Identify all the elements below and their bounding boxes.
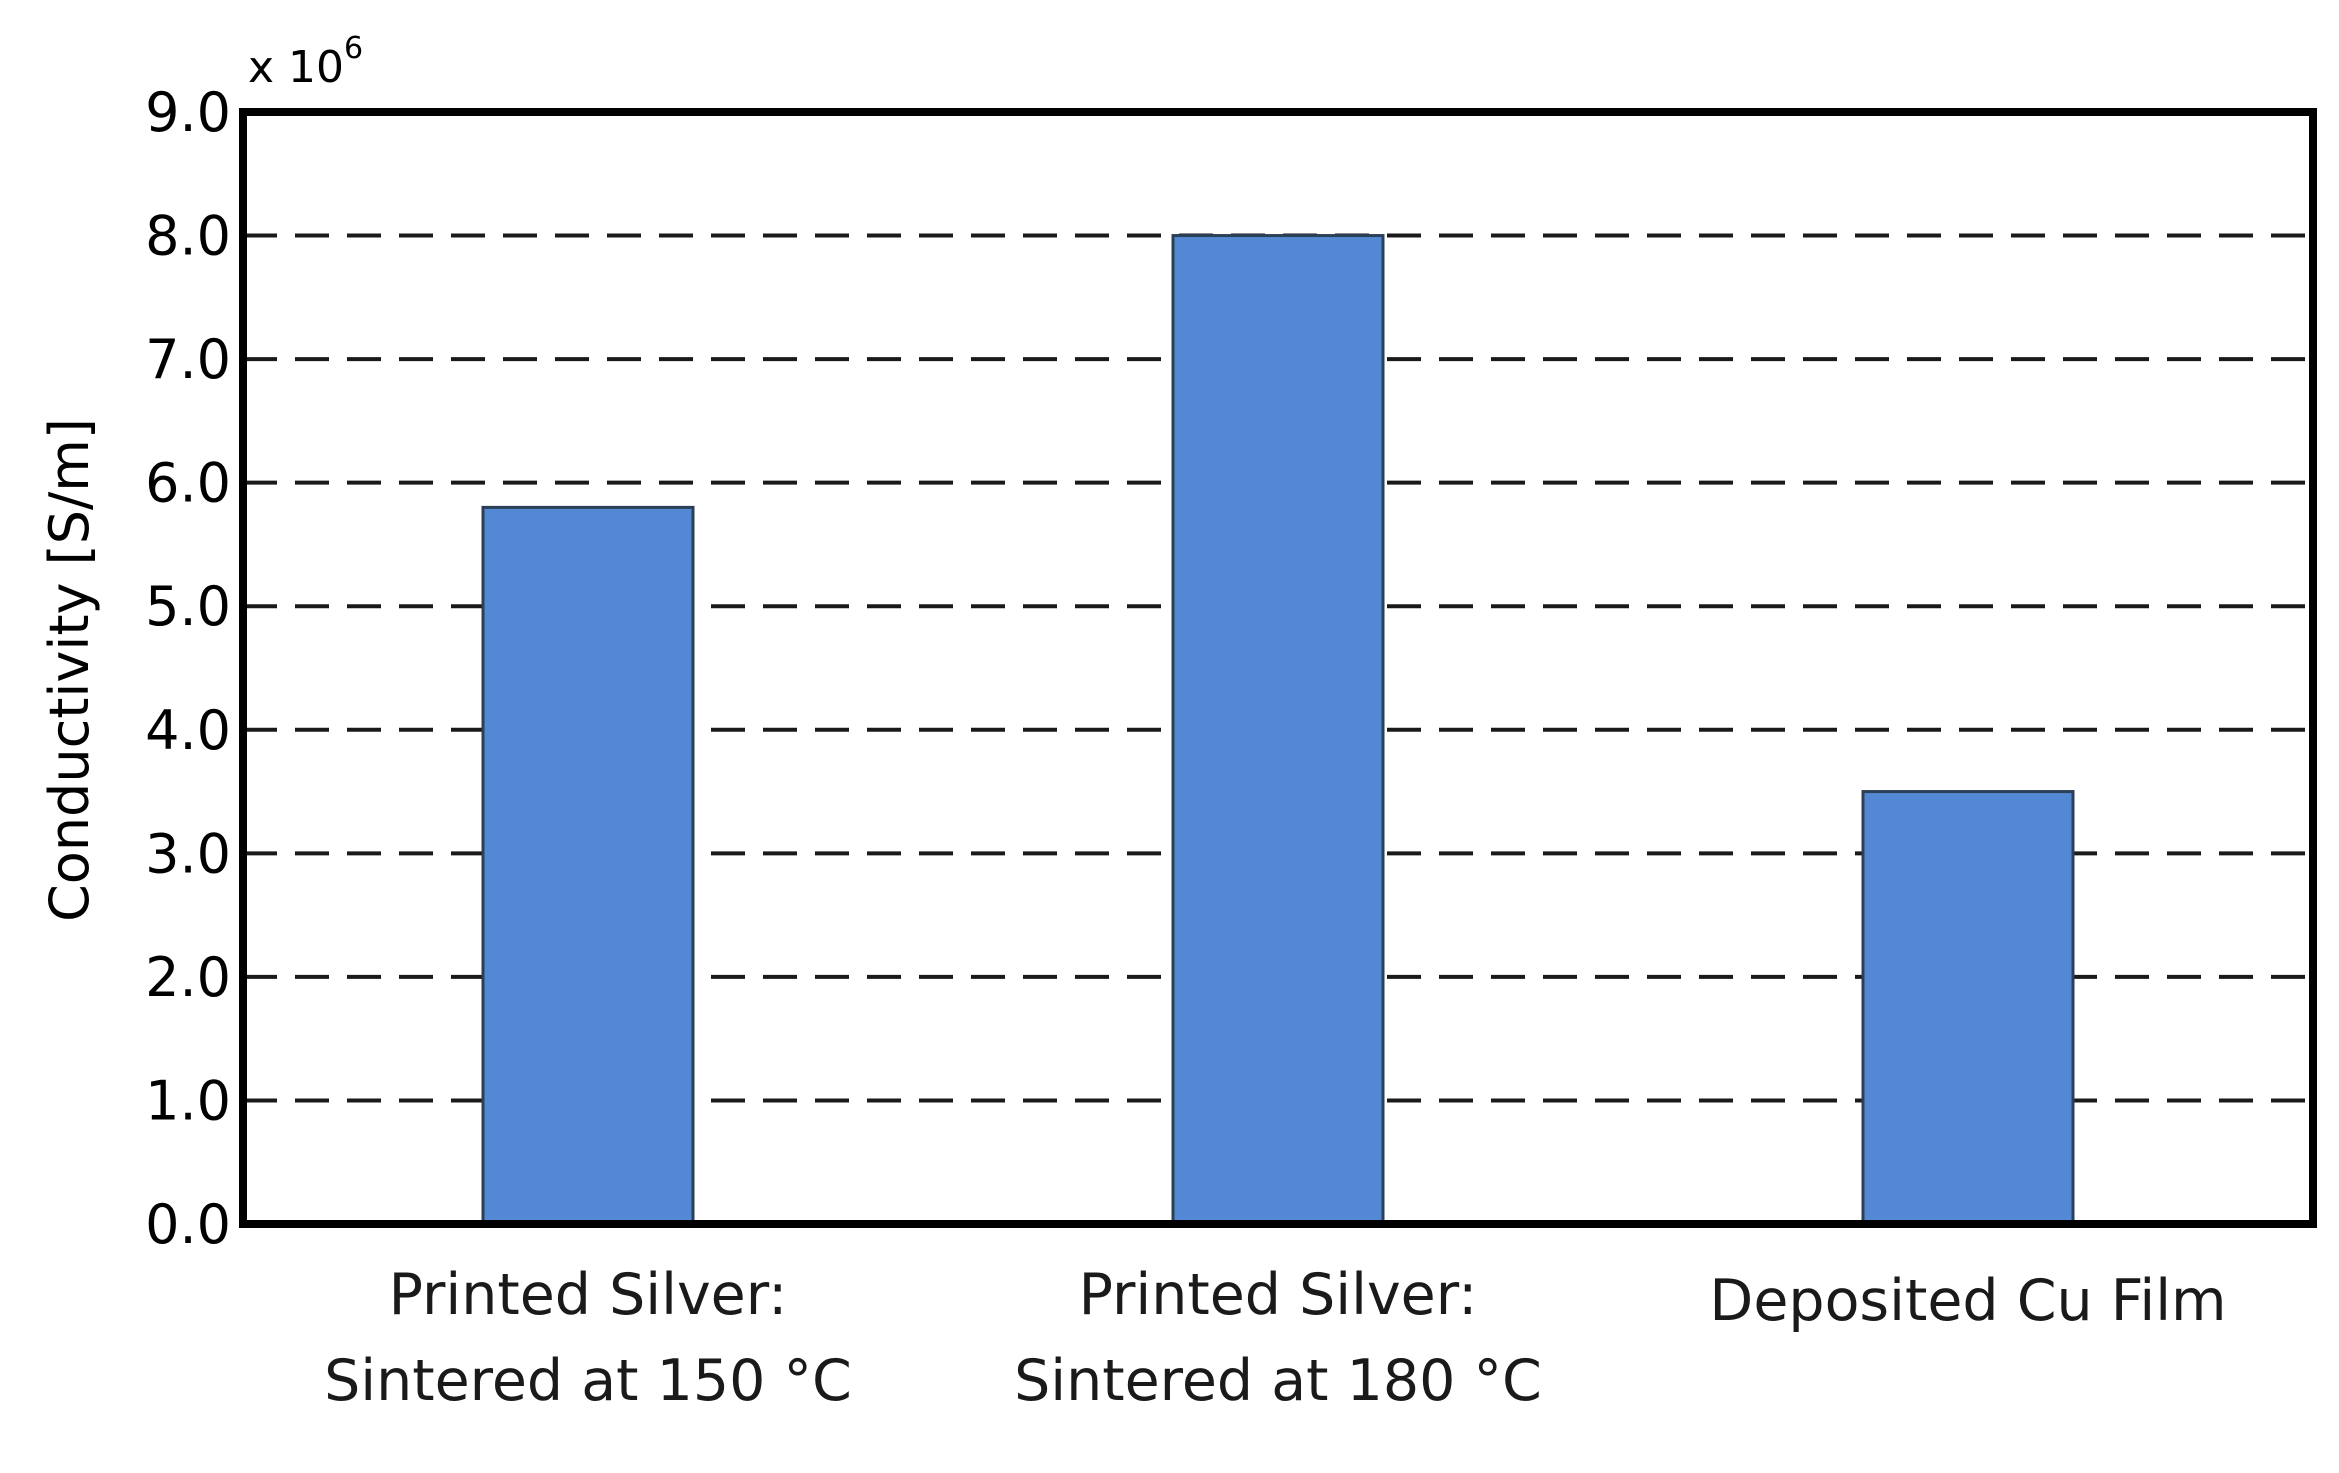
plot-frame [239,108,2317,1228]
x-tick-label-line: Sintered at 180 °C [1014,1348,1542,1414]
x-tick-label: Deposited Cu Film [1709,1268,2226,1334]
y-multiplier: x 106 [248,31,363,93]
bar [1171,234,1385,1226]
y-tick-label: 6.0 [145,452,231,515]
y-tick-labels: 0.0 1.0 2.0 3.0 4.0 5.0 6.0 7.0 8.0 9.0 [145,81,231,1256]
x-tick-label: Printed Silver: Sintered at 150 °C [324,1262,852,1414]
y-tick-label: 8.0 [145,205,231,268]
x-tick-label-line: Deposited Cu Film [1709,1268,2226,1334]
y-tick-label: 1.0 [145,1069,231,1132]
bar [1861,790,2075,1226]
y-axis-title: Conductivity [S/m] [38,418,101,922]
y-tick-label: 5.0 [145,575,231,638]
y-tick-label: 4.0 [145,699,231,762]
x-tick-label-line: Printed Silver: [1079,1262,1478,1328]
x-tick-label-line: Printed Silver: [389,1262,788,1328]
y-tick-label: 7.0 [145,328,231,391]
y-tick-label: 0.0 [145,1193,231,1256]
y-tick-label: 3.0 [145,822,231,885]
x-tick-labels: Printed Silver: Sintered at 150 °CPrinted… [324,1262,2226,1414]
y-tick-label: 9.0 [145,81,231,144]
bar [481,505,695,1226]
x-tick-label-line: Sintered at 150 °C [324,1348,852,1414]
y-tick-label: 2.0 [145,946,231,1009]
x-tick-label: Printed Silver: Sintered at 180 °C [1014,1262,1542,1414]
